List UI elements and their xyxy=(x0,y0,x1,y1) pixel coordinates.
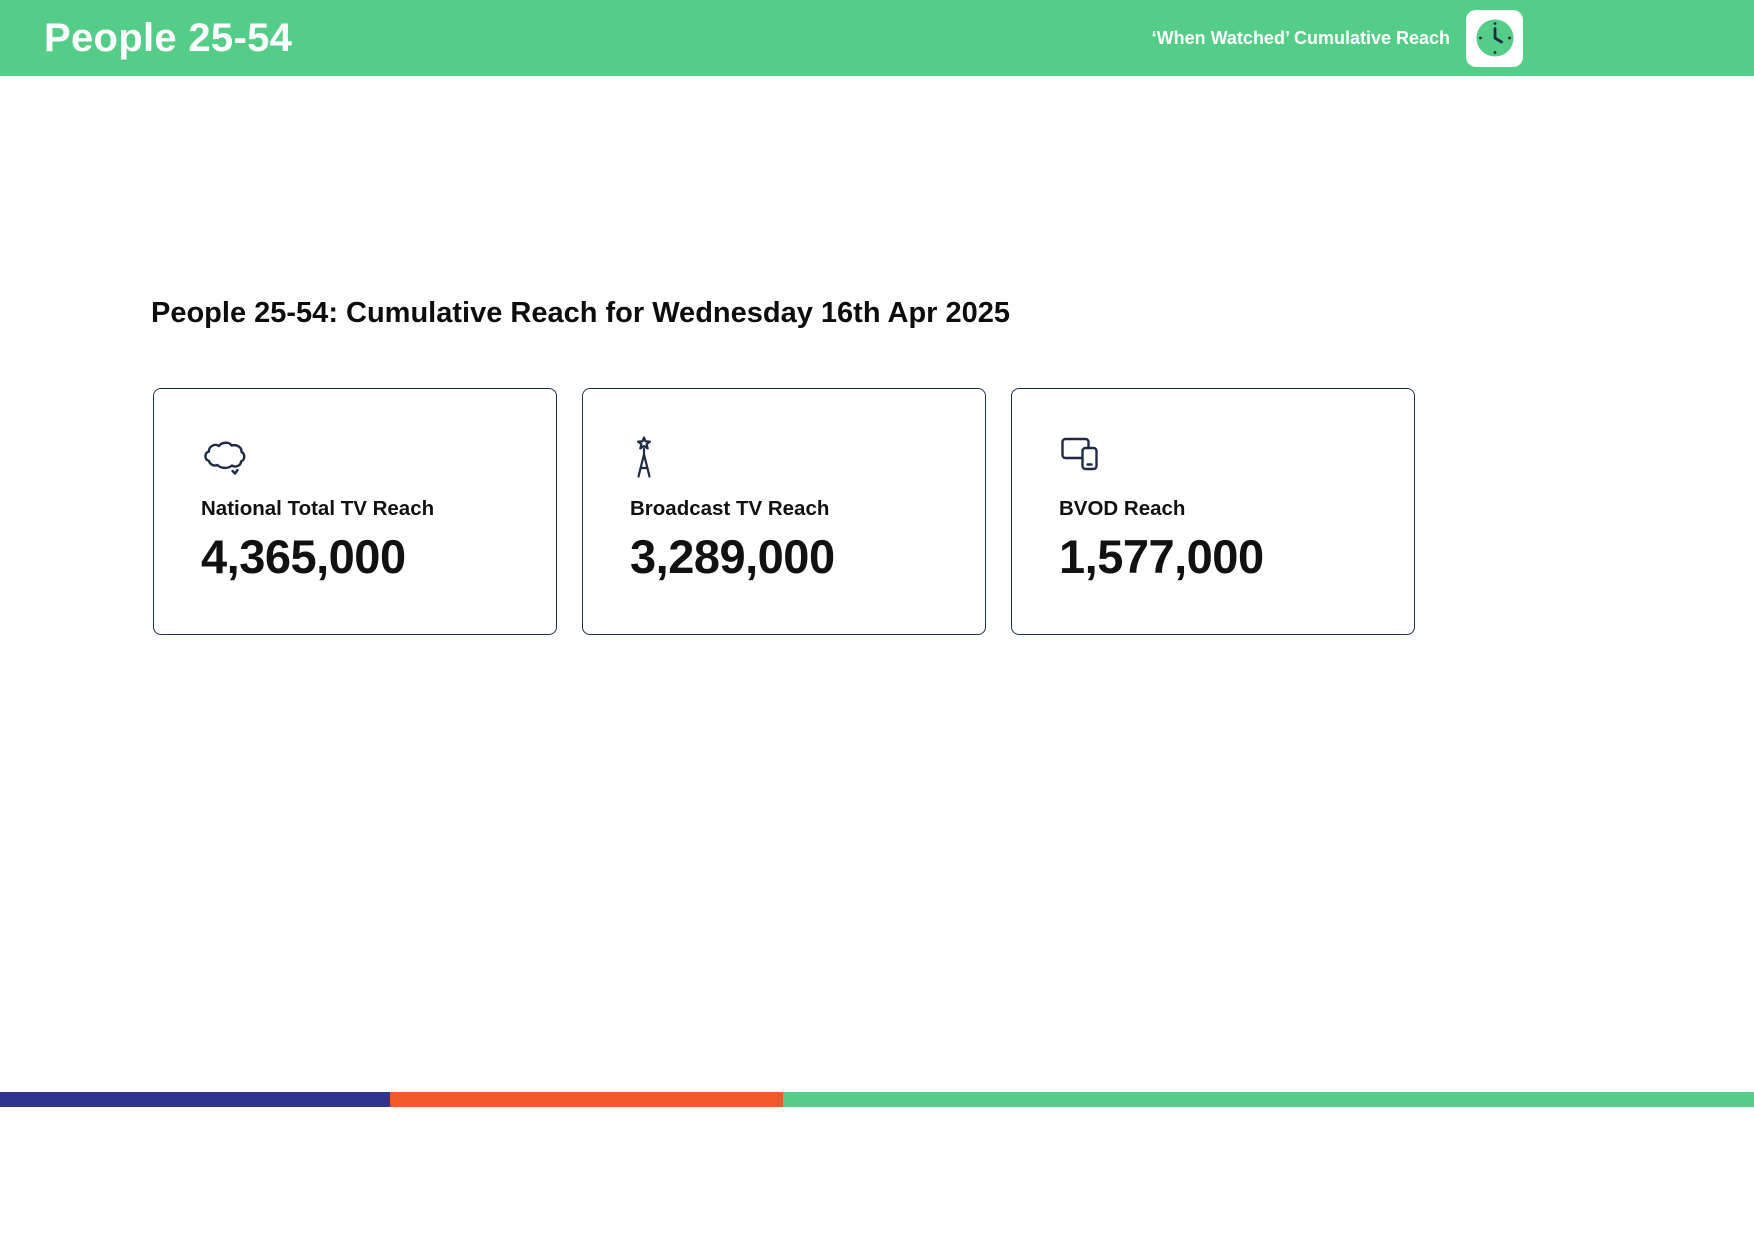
kpi-card-broadcast-tv-reach: Broadcast TV Reach 3,289,000 xyxy=(582,388,986,635)
broadcast-tower-icon xyxy=(630,435,938,481)
footer-stripe xyxy=(0,1092,1754,1107)
card-value: 4,365,000 xyxy=(201,530,406,583)
card-label: Broadcast TV Reach xyxy=(630,497,830,520)
card-label: National Total TV Reach xyxy=(201,497,435,520)
clock-icon xyxy=(1472,15,1518,61)
page-title: People 25-54 xyxy=(44,15,293,60)
footer-segment-green xyxy=(783,1092,1754,1107)
footer-segment-navy xyxy=(0,1092,391,1107)
card-value: 3,289,000 xyxy=(630,530,835,583)
section-title: People 25-54: Cumulative Reach for Wedne… xyxy=(151,297,1011,329)
header-bar: People 25-54 ‘When Watched’ Cumulative R… xyxy=(0,0,1754,76)
brand-logo xyxy=(1466,9,1523,67)
card-label: BVOD Reach xyxy=(1059,497,1186,520)
header-subtitle: ‘When Watched’ Cumulative Reach xyxy=(1151,27,1450,48)
kpi-card-bvod-reach: BVOD Reach 1,577,000 xyxy=(1011,388,1415,635)
card-value: 1,577,000 xyxy=(1059,530,1264,583)
kpi-card-national-total-tv-reach: National Total TV Reach 4,365,000 xyxy=(153,388,557,635)
australia-map-icon xyxy=(201,435,509,481)
devices-icon xyxy=(1059,435,1367,481)
footer-segment-orange xyxy=(390,1092,784,1107)
kpi-cards: National Total TV Reach 4,365,000 Broadc… xyxy=(153,388,1415,635)
